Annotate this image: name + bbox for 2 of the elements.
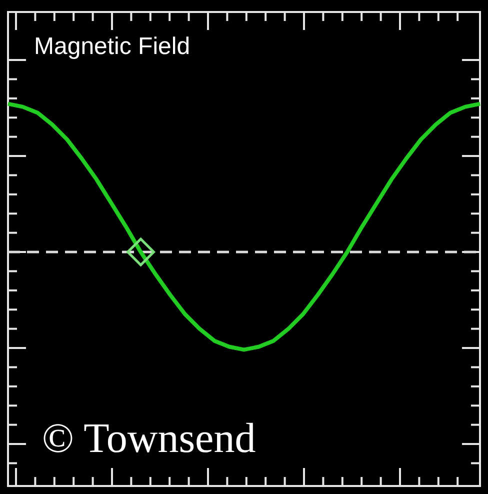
text: © Townsend bbox=[42, 416, 256, 462]
chart-title: Magnetic Field bbox=[34, 33, 190, 60]
